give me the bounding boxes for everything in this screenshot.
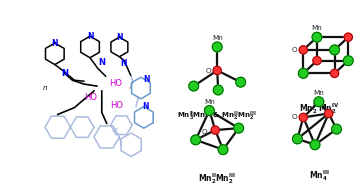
Text: N: N: [98, 58, 105, 67]
Circle shape: [213, 85, 223, 95]
Circle shape: [325, 109, 333, 118]
Circle shape: [189, 81, 199, 91]
Circle shape: [312, 32, 322, 42]
Circle shape: [218, 145, 228, 155]
Text: N: N: [51, 39, 58, 48]
Text: HO: HO: [110, 79, 123, 88]
Circle shape: [211, 126, 219, 134]
Text: O: O: [291, 114, 297, 120]
Circle shape: [332, 124, 341, 134]
Text: O: O: [202, 129, 207, 135]
Text: $\mathbf{Mn}^{\mathbf{II}}_{\mathbf{3}}\mathbf{Mn}^{\mathbf{III}}$ & $\mathbf{Mn: $\mathbf{Mn}^{\mathbf{II}}_{\mathbf{3}}\…: [177, 110, 257, 123]
Text: O: O: [291, 47, 297, 53]
Text: Mn: Mn: [313, 90, 324, 96]
Text: N: N: [116, 33, 123, 42]
Circle shape: [330, 45, 340, 55]
Circle shape: [344, 56, 353, 66]
Text: N: N: [61, 69, 68, 78]
Text: N: N: [87, 32, 93, 41]
Circle shape: [213, 66, 221, 74]
Circle shape: [314, 97, 324, 107]
Text: N: N: [120, 59, 127, 68]
Circle shape: [331, 69, 339, 77]
Text: Mn: Mn: [212, 35, 223, 41]
Text: Mn: Mn: [312, 25, 322, 31]
Circle shape: [310, 140, 320, 150]
Circle shape: [313, 57, 321, 65]
Circle shape: [212, 42, 222, 52]
Circle shape: [205, 106, 214, 115]
Circle shape: [191, 135, 201, 145]
Circle shape: [236, 77, 245, 87]
Circle shape: [234, 123, 244, 133]
Text: O: O: [206, 68, 211, 74]
Text: HO: HO: [110, 101, 123, 110]
Circle shape: [344, 33, 352, 41]
Text: n: n: [43, 85, 47, 91]
Circle shape: [299, 46, 307, 54]
Text: N: N: [143, 102, 149, 111]
Circle shape: [298, 68, 308, 78]
Circle shape: [292, 134, 302, 144]
Text: $\mathbf{Mn}^{\mathbf{III}}_{\mathbf{2}}\mathbf{Mn}^{\mathbf{IV}}_{\mathbf{2}}$: $\mathbf{Mn}^{\mathbf{III}}_{\mathbf{2}}…: [299, 101, 339, 116]
Text: N: N: [143, 75, 150, 84]
Circle shape: [299, 113, 307, 122]
Text: Mn: Mn: [204, 99, 215, 105]
Text: $\mathbf{Mn}^{\mathbf{II}}_{\mathbf{2}}\mathbf{Mn}^{\mathbf{III}}_{\mathbf{2}}$: $\mathbf{Mn}^{\mathbf{II}}_{\mathbf{2}}\…: [198, 171, 236, 186]
Text: $\mathbf{Mn}^{\mathbf{III}}_{\mathbf{4}}$: $\mathbf{Mn}^{\mathbf{III}}_{\mathbf{4}}…: [309, 168, 329, 183]
Text: HO: HO: [84, 93, 97, 102]
